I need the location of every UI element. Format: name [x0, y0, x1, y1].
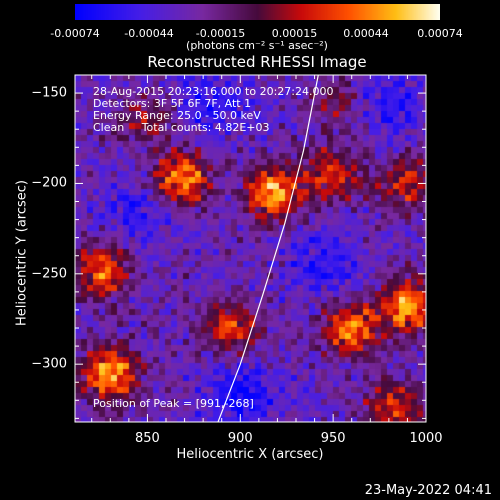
colorbar-tick-label: -0.00074 [50, 27, 100, 40]
peak-position-text: Position of Peak = [991,-268] [93, 397, 254, 410]
axis-ticks [75, 75, 427, 422]
colorbar-tick-label: -0.00015 [195, 27, 246, 40]
colorbar-tick-label: 0.00044 [343, 27, 389, 40]
colorbar-tick-label: -0.00044 [124, 27, 174, 40]
x-tick-label: 950 [320, 431, 346, 446]
x-tick-label: 1000 [409, 431, 443, 446]
y-tick-label: −300 [31, 356, 67, 372]
chart-title: Reconstructed RHESSI Image [147, 53, 367, 71]
y-tick-label: −250 [31, 266, 67, 282]
x-axis-label: Heliocentric X (arcsec) [176, 447, 324, 462]
x-tick-label: 850 [135, 431, 160, 446]
solar-limb-line [217, 75, 319, 422]
info-time-range: 28-Aug-2015 20:23:16.000 to 20:27:24.000 [93, 85, 334, 98]
colorbar-units: (photons cm⁻² s⁻¹ asec⁻²) [186, 39, 328, 52]
colorbar-tick-label: 0.00074 [417, 27, 463, 40]
y-tick-label: −200 [31, 175, 67, 191]
timestamp: 23-May-2022 04:41 [364, 483, 492, 498]
info-energy-range: Energy Range: 25.0 - 50.0 keV [93, 109, 261, 122]
y-tick-label: −150 [31, 85, 67, 101]
info-counts: Clean Total counts: 4.82E+03 [93, 121, 270, 134]
colorbar-tick-label: 0.00015 [271, 27, 318, 40]
plot-frame [74, 74, 427, 423]
y-axis-label: Heliocentric Y (arcsec) [14, 180, 30, 326]
info-detectors: Detectors: 3F 5F 6F 7F, Att 1 [93, 97, 252, 110]
colorbar [75, 4, 440, 20]
x-tick-label: 900 [227, 431, 253, 446]
heatmap-image [75, 75, 426, 422]
